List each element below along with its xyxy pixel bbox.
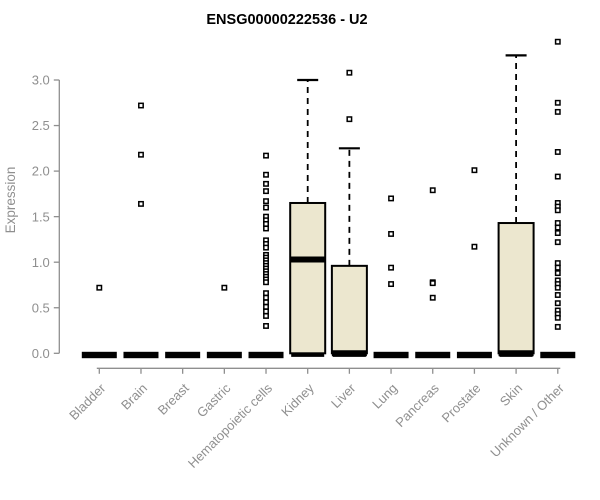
outlier-point-liver [346,116,353,123]
outlier-point-unknown-other [554,292,561,298]
outlier-point-brain [138,102,144,109]
x-category-label-skin: Skin [497,381,525,409]
x-category-label-kidney: Kidney [278,380,317,419]
outlier-point-lung [388,264,395,271]
outlier-point-unknown-other [554,314,561,321]
x-category-label-liver: Liver [328,380,359,411]
outlier-point-unknown-other [554,38,561,45]
x-category-label-breast: Breast [155,380,192,417]
box-skin [497,222,535,355]
y-tick-label: 1.5 [32,209,50,224]
box-pancreas [415,351,451,359]
outlier-point-hematopoietic-cells [263,225,269,232]
x-category-label-lung: Lung [369,381,400,412]
outlier-point-lung [388,195,395,202]
outlier-point-hematopoietic-cells [263,204,269,211]
boxes-layer [81,54,576,359]
outlier-point-gastric [221,284,228,291]
outlier-point-hematopoietic-cells [263,188,269,195]
outlier-point-hematopoietic-cells [263,152,269,159]
outlier-point-hematopoietic-cells [263,294,269,301]
box-hematopoietic-cells [248,351,284,359]
outlier-point-lung [388,281,395,288]
outlier-point-hematopoietic-cells [263,303,269,310]
x-category-label-pancreas: Pancreas [392,380,442,430]
y-tick-label: 1.0 [32,255,50,270]
outlier-point-unknown-other [554,224,561,231]
box-gastric [206,351,242,359]
outlier-point-unknown-other [554,260,561,267]
y-tick-label: 3.0 [32,73,50,88]
x-category-label-prostate: Prostate [439,381,484,426]
outlier-point-hematopoietic-cells [263,220,269,227]
outlier-point-hematopoietic-cells [263,279,269,286]
x-category-label-gastric: Gastric [194,380,234,420]
x-category-label-brain: Brain [118,381,150,413]
outlier-point-pancreas [429,187,436,194]
box-unknown-other [540,351,576,359]
outlier-point-brain [138,151,144,158]
outlier-point-unknown-other [554,99,561,106]
outlier-point-hematopoietic-cells [263,171,269,178]
outlier-point-hematopoietic-cells [263,312,269,319]
x-category-label-bladder: Bladder [66,380,109,423]
box-prostate [456,351,492,359]
outlier-point-unknown-other [554,323,561,330]
outlier-point-hematopoietic-cells [263,198,269,205]
outlier-point-pancreas [429,280,436,287]
outlier-point-unknown-other [554,230,561,236]
box-brain [123,351,159,359]
y-tick-label: 2.0 [32,164,50,179]
outlier-point-unknown-other [554,207,561,214]
x-category-label-unknown-other: Unknown / Other [487,380,567,460]
outliers-layer [96,38,561,330]
outlier-point-hematopoietic-cells [263,308,269,315]
box-kidney [289,201,327,355]
outlier-point-unknown-other [554,284,561,291]
outlier-point-unknown-other [554,220,561,226]
y-axis-title: Expression [3,167,18,234]
y-tick-label: 0.5 [32,300,50,315]
outlier-point-hematopoietic-cells [263,180,269,187]
outlier-point-hematopoietic-cells [263,323,269,329]
y-tick-label: 2.5 [32,118,50,133]
outlier-point-prostate [471,243,478,250]
outlier-point-unknown-other [554,108,561,115]
box-lung [373,351,409,359]
outlier-point-hematopoietic-cells [263,299,269,306]
outlier-point-unknown-other [554,300,561,307]
outlier-point-unknown-other [554,239,561,246]
outlier-point-unknown-other [554,264,561,271]
outlier-point-unknown-other [554,173,561,180]
outlier-point-unknown-other [554,149,561,155]
y-tick-label: 0.0 [32,346,50,361]
outlier-point-pancreas [429,294,436,301]
box-bladder [81,351,117,359]
outlier-point-prostate [471,167,478,174]
box-breast [165,351,201,359]
outlier-point-bladder [96,284,103,291]
chart-title: ENSG00000222536 - U2 [206,12,367,28]
outlier-point-hematopoietic-cells [263,290,269,297]
outlier-point-hematopoietic-cells [263,244,269,251]
outlier-point-liver [346,69,353,76]
box-liver [330,264,368,355]
outlier-point-lung [388,231,395,237]
outlier-point-unknown-other [554,270,561,277]
outlier-point-brain [138,200,144,207]
